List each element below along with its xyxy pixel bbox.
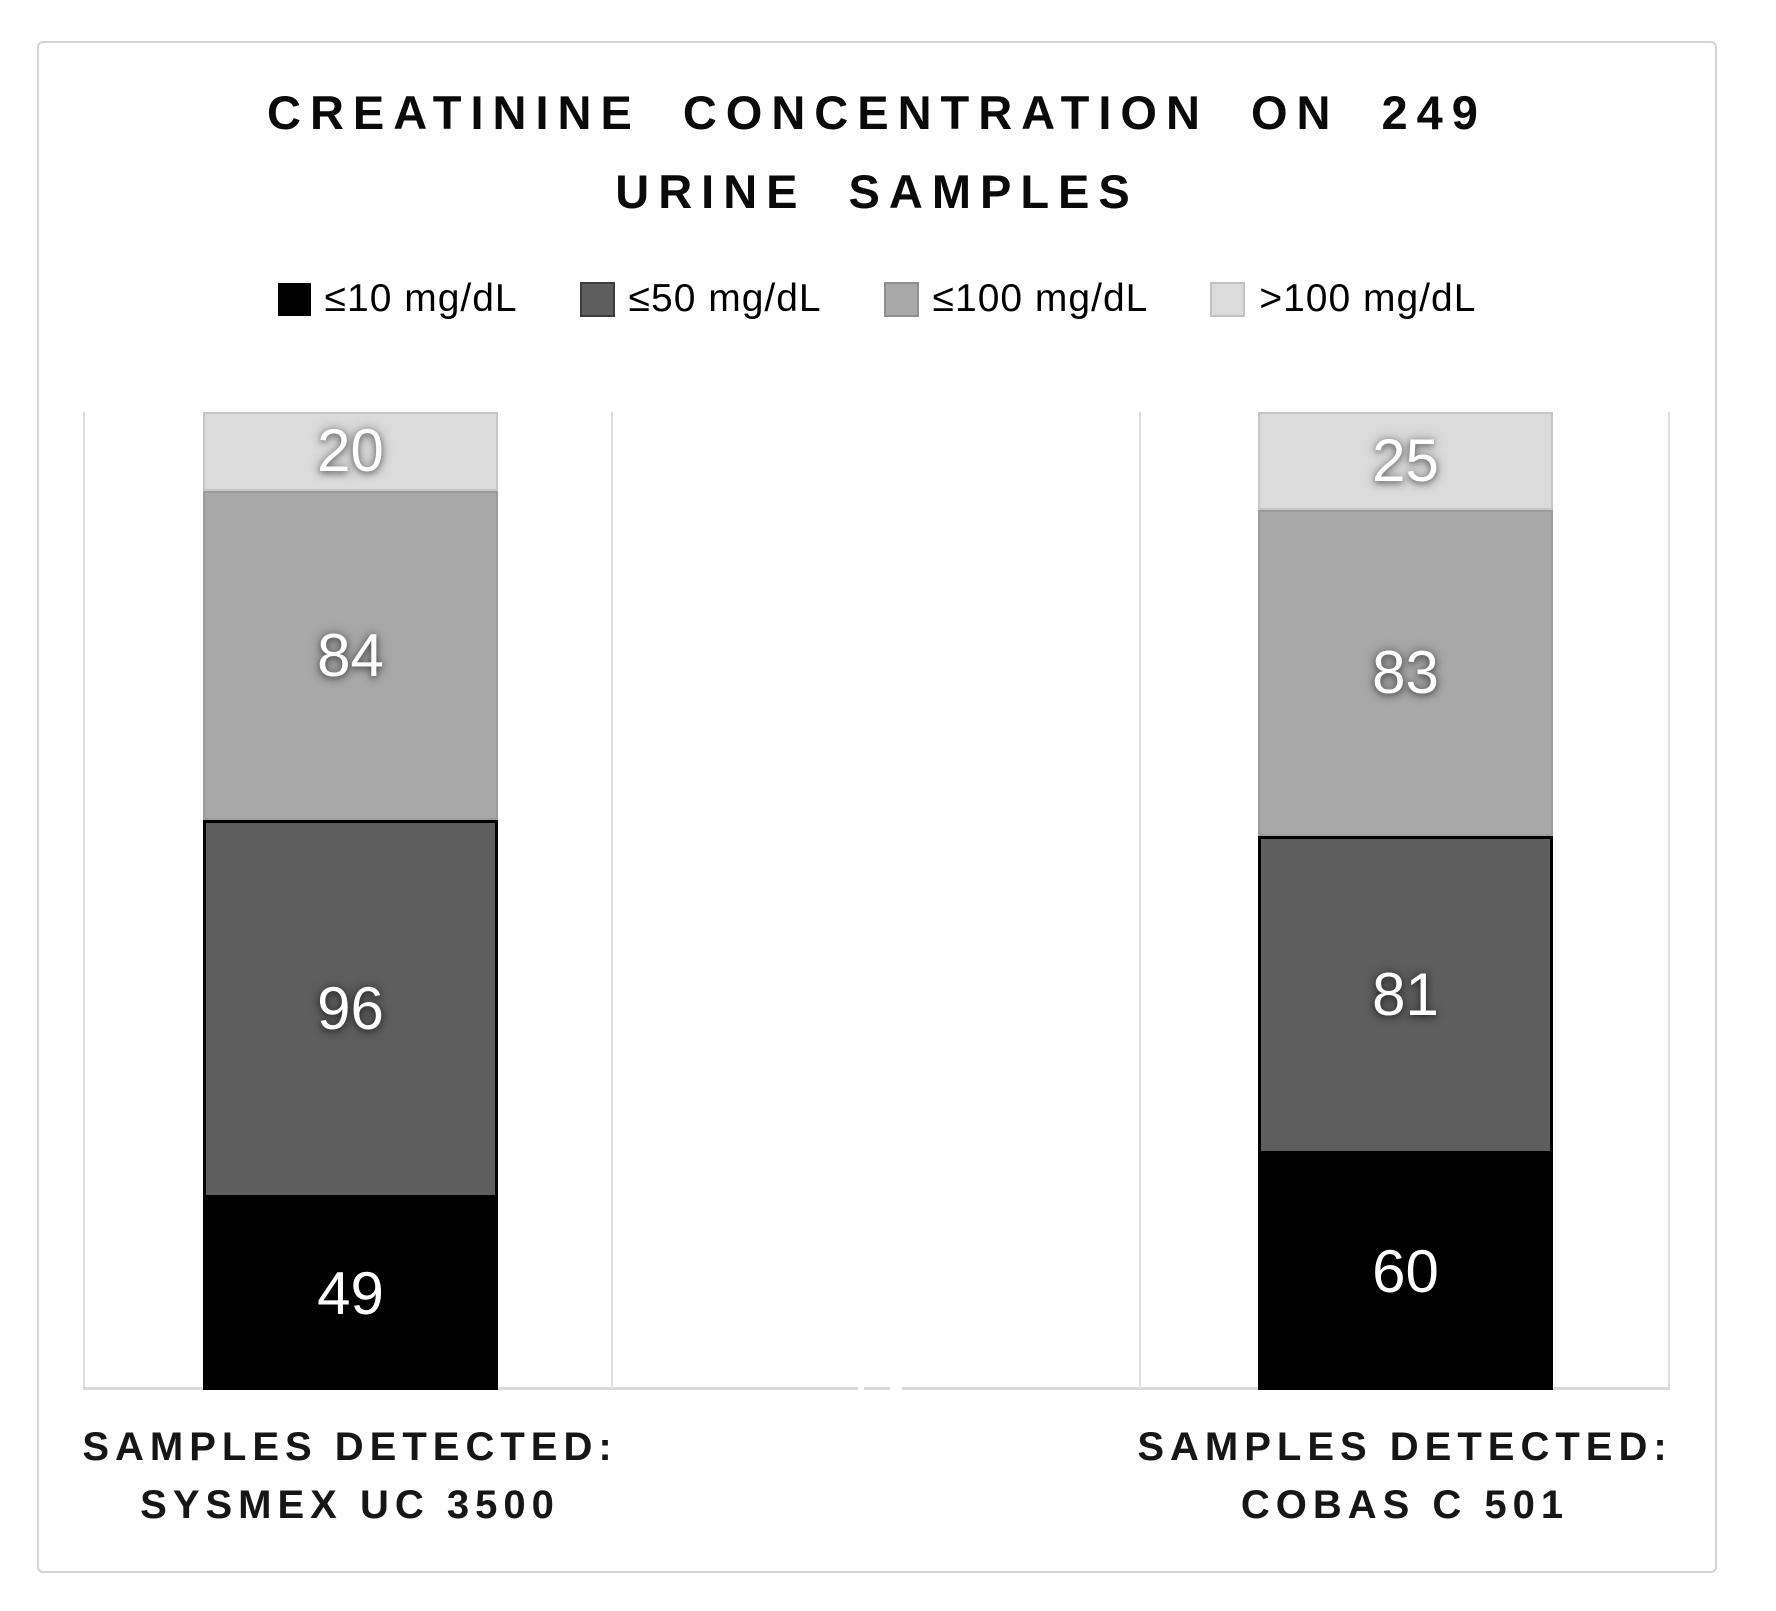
value-label-cobas-le50: 81 <box>1372 961 1439 1029</box>
category-label-sysmex: SAMPLES DETECTED: SYSMEX UC 3500 <box>0 1418 740 1534</box>
chart-title-line-2: URINE SAMPLES <box>615 165 1139 218</box>
legend-item-gt100: >100 mg/dL <box>1210 277 1476 321</box>
stacked-bar-sysmex: 20 84 96 49 <box>203 412 498 1390</box>
value-label-sysmex-le50: 96 <box>317 974 384 1042</box>
gridline-mid-left <box>611 412 613 1390</box>
plot-area: 20 84 96 49 25 83 <box>82 412 1670 1527</box>
legend-label-le10: ≤10 mg/dL <box>324 277 518 320</box>
segment-cobas-gt100: 25 <box>1258 412 1553 511</box>
gridline-mid-right <box>1139 412 1141 1390</box>
category-label-sysmex-line-2: SYSMEX UC 3500 <box>140 1483 560 1527</box>
legend-item-le10: ≤10 mg/dL <box>277 277 518 321</box>
segment-sysmex-le10: 49 <box>203 1197 498 1390</box>
legend-swatch-le100-icon <box>883 281 919 317</box>
segment-sysmex-le100: 84 <box>203 490 498 821</box>
chart-title-line-1: CREATININE CONCENTRATION ON 249 <box>267 86 1487 139</box>
value-label-cobas-gt100: 25 <box>1372 427 1439 495</box>
figure-frame: CREATININE CONCENTRATION ON 249 URINE SA… <box>37 41 1717 1573</box>
legend-swatch-le10-icon <box>277 282 311 316</box>
segment-cobas-le50: 81 <box>1258 836 1553 1155</box>
category-label-sysmex-line-1: SAMPLES DETECTED: <box>82 1425 618 1469</box>
value-label-sysmex-gt100: 20 <box>317 417 384 485</box>
legend-label-le100: ≤100 mg/dL <box>932 277 1149 320</box>
gridline-right <box>1668 412 1670 1390</box>
gridline-left <box>83 412 85 1390</box>
category-label-cobas-line-1: SAMPLES DETECTED: <box>1137 1425 1673 1469</box>
value-label-sysmex-le10: 49 <box>317 1259 384 1327</box>
legend-swatch-le50-icon <box>579 281 615 317</box>
legend-label-gt100: >100 mg/dL <box>1259 277 1477 320</box>
segment-cobas-le100: 83 <box>1258 510 1553 837</box>
legend-item-le100: ≤100 mg/dL <box>883 277 1149 321</box>
value-label-cobas-le100: 83 <box>1372 639 1439 707</box>
legend-item-le50: ≤50 mg/dL <box>579 277 822 321</box>
stacked-bar-cobas: 25 83 81 60 <box>1258 412 1553 1390</box>
category-label-cobas-line-2: COBAS C 501 <box>1240 1483 1570 1527</box>
legend: ≤10 mg/dL ≤50 mg/dL ≤100 mg/dL >100 mg/d… <box>39 277 1715 321</box>
legend-swatch-gt100-icon <box>1210 281 1246 317</box>
chart-title: CREATININE CONCENTRATION ON 249 URINE SA… <box>39 43 1715 231</box>
value-label-sysmex-le100: 84 <box>317 621 384 689</box>
segment-cobas-le10: 60 <box>1258 1154 1553 1390</box>
value-label-cobas-le10: 60 <box>1372 1238 1439 1306</box>
legend-label-le50: ≤50 mg/dL <box>628 277 822 320</box>
axis-break-dash <box>864 1387 890 1390</box>
category-label-cobas: SAMPLES DETECTED: COBAS C 501 <box>1015 1418 1776 1534</box>
segment-sysmex-le50: 96 <box>203 820 498 1198</box>
segment-sysmex-gt100: 20 <box>203 412 498 491</box>
